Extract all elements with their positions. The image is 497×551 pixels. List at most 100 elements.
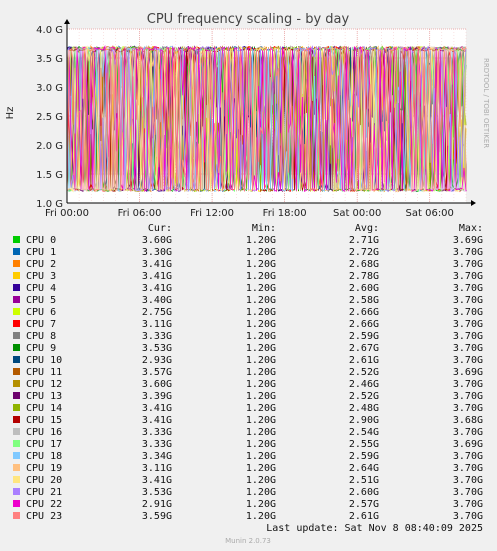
legend-min-value: 1.20G: [246, 295, 276, 306]
legend-series-name: CPU 14: [26, 403, 62, 414]
legend-min-value: 1.20G: [246, 367, 276, 378]
legend-avg-value: 2.52G: [349, 391, 379, 402]
legend-min-value: 1.20G: [246, 319, 276, 330]
series-lines: [66, 45, 467, 193]
legend-max-value: 3.70G: [453, 271, 483, 282]
legend-min-value: 1.20G: [246, 271, 276, 282]
legend-max-value: 3.70G: [453, 283, 483, 294]
legend-avg-value: 2.58G: [349, 295, 379, 306]
legend-avg-value: 2.55G: [349, 439, 379, 450]
legend-cur-value: 3.60G: [142, 379, 172, 390]
legend-swatch: [13, 308, 20, 315]
legend-max-value: 3.69G: [453, 367, 483, 378]
legend-series-name: CPU 17: [26, 439, 62, 450]
legend-swatch: [13, 380, 20, 387]
legend-avg-value: 2.66G: [349, 319, 379, 330]
legend-swatch: [13, 248, 20, 255]
legend-cur-value: 3.60G: [142, 235, 172, 246]
legend-avg-value: 2.59G: [349, 451, 379, 462]
legend-series-name: CPU 0: [26, 235, 56, 246]
legend-min-value: 1.20G: [246, 463, 276, 474]
legend-cur-value: 3.11G: [142, 319, 172, 330]
legend-cur-value: 2.91G: [142, 499, 172, 510]
y-tick-label: 1.5 G: [36, 170, 63, 181]
x-tick-label: Sat 00:00: [333, 208, 381, 219]
legend-series-name: CPU 9: [26, 343, 56, 354]
legend-cur-value: 3.33G: [142, 427, 172, 438]
legend-swatch: [13, 368, 20, 375]
legend-avg-value: 2.78G: [349, 271, 379, 282]
legend-swatch: [13, 500, 20, 507]
legend-min-value: 1.20G: [246, 475, 276, 486]
legend-min-value: 1.20G: [246, 391, 276, 402]
legend-min-value: 1.20G: [246, 247, 276, 258]
legend-cur-value: 3.41G: [142, 415, 172, 426]
legend-swatch: [13, 296, 20, 303]
legend-avg-value: 2.67G: [349, 343, 379, 354]
legend-swatch: [13, 320, 20, 327]
legend-min-value: 1.20G: [246, 283, 276, 294]
legend-swatch: [13, 236, 20, 243]
legend-max-value: 3.70G: [453, 355, 483, 366]
legend-swatch: [13, 428, 20, 435]
legend-swatch: [13, 344, 20, 351]
legend-max-value: 3.70G: [453, 391, 483, 402]
y-tick-label: 2.5 G: [36, 112, 63, 123]
legend-avg-value: 2.46G: [349, 379, 379, 390]
legend-avg-value: 2.68G: [349, 259, 379, 270]
legend-min-value: 1.20G: [246, 451, 276, 462]
legend-min-value: 1.20G: [246, 307, 276, 318]
legend-swatch: [13, 284, 20, 291]
legend-min-value: 1.20G: [246, 235, 276, 246]
legend-avg-value: 2.59G: [349, 331, 379, 342]
legend-series-name: CPU 18: [26, 451, 62, 462]
legend-swatch: [13, 488, 20, 495]
legend-series-name: CPU 10: [26, 355, 62, 366]
legend-min-value: 1.20G: [246, 439, 276, 450]
legend-min-value: 1.20G: [246, 343, 276, 354]
y-tick-label: 4.0 G: [36, 25, 63, 36]
x-tick-label: Fri 00:00: [45, 208, 89, 219]
series-line-cpu-23: [66, 45, 467, 193]
munin-version: Munin 2.0.73: [225, 537, 271, 545]
x-tick-label: Sat 06:00: [406, 208, 454, 219]
legend-swatch: [13, 416, 20, 423]
legend-max-value: 3.70G: [453, 499, 483, 510]
legend-max-value: 3.70G: [453, 463, 483, 474]
legend-swatch: [13, 464, 20, 471]
legend-max-value: 3.70G: [453, 331, 483, 342]
legend-header-max: Max:: [459, 223, 483, 234]
axes: 1.0 G 1.5 G 2.0 G 2.5 G 3.0 G 3.5 G 4.0 G Fri 0…: [36, 19, 476, 219]
legend-swatch: [13, 512, 20, 519]
legend-series-name: CPU 3: [26, 271, 56, 282]
legend: Cur: Min: Avg: Max: CPU 0 3.60G 1.20G 2.71G…: [13, 223, 483, 522]
legend-cur-value: 2.75G: [142, 307, 172, 318]
last-update: Last update: Sat Nov 8 08:40:09 2025: [266, 523, 483, 534]
legend-max-value: 3.70G: [453, 451, 483, 462]
legend-avg-value: 2.51G: [349, 475, 379, 486]
legend-max-value: 3.70G: [453, 487, 483, 498]
legend-min-value: 1.20G: [246, 427, 276, 438]
legend-cur-value: 3.30G: [142, 247, 172, 258]
legend-min-value: 1.20G: [246, 259, 276, 270]
legend-cur-value: 3.41G: [142, 283, 172, 294]
legend-swatch: [13, 272, 20, 279]
legend-avg-value: 2.90G: [349, 415, 379, 426]
legend-cur-value: 3.34G: [142, 451, 172, 462]
legend-series-name: CPU 16: [26, 427, 62, 438]
legend-avg-value: 2.60G: [349, 487, 379, 498]
legend-avg-value: 2.54G: [349, 427, 379, 438]
y-axis-label: Hz: [5, 107, 16, 120]
legend-swatch: [13, 476, 20, 483]
rrdtool-credit: RRDTOOL / TOBI OETIKER: [482, 58, 490, 148]
legend-avg-value: 2.66G: [349, 307, 379, 318]
legend-min-value: 1.20G: [246, 355, 276, 366]
legend-series-name: CPU 20: [26, 475, 62, 486]
legend-series-name: CPU 8: [26, 331, 56, 342]
legend-cur-value: 3.39G: [142, 391, 172, 402]
legend-max-value: 3.70G: [453, 511, 483, 522]
legend-cur-value: 3.33G: [142, 331, 172, 342]
legend-avg-value: 2.57G: [349, 499, 379, 510]
legend-swatch: [13, 404, 20, 411]
legend-max-value: 3.70G: [453, 379, 483, 390]
